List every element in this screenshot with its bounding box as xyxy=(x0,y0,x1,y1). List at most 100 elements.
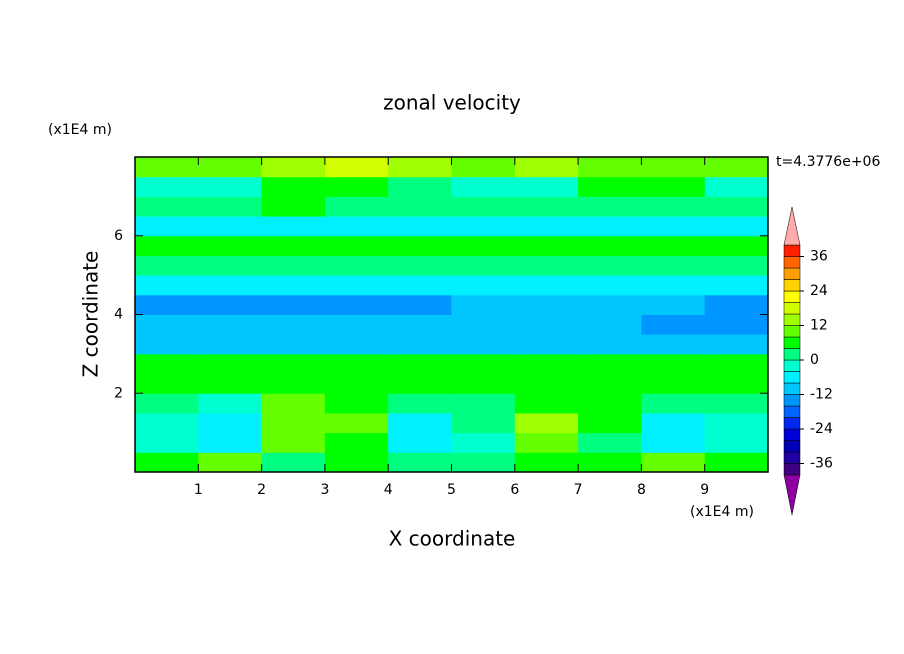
x-tick-label: 2 xyxy=(257,482,266,498)
contour-cell xyxy=(514,393,579,414)
colorbar-under xyxy=(783,474,801,516)
y-unit-label: (x1E4 m) xyxy=(48,122,112,138)
contour-cell xyxy=(704,432,769,453)
colorbar-tick-label: 24 xyxy=(810,283,828,299)
contour-cell xyxy=(514,196,579,217)
colorbar-band xyxy=(783,451,801,464)
contour-cell xyxy=(578,334,642,355)
contour-cell xyxy=(451,235,516,256)
contour-cell xyxy=(514,294,579,315)
x-tick-label: 5 xyxy=(447,482,456,498)
contour-cell xyxy=(388,412,452,434)
contour-cell xyxy=(514,373,579,394)
colorbar-tick-label: -24 xyxy=(810,421,833,437)
colorbar-band xyxy=(783,279,801,292)
contour-cell xyxy=(578,157,642,178)
contour-cell xyxy=(198,235,263,256)
contour-cell xyxy=(451,216,516,237)
contour-cell xyxy=(324,432,389,453)
contour-cell xyxy=(198,452,263,473)
colorbar-band xyxy=(783,463,801,476)
contour-cell xyxy=(704,393,769,414)
contour-cell xyxy=(135,393,199,414)
contour-cell xyxy=(388,353,452,375)
contour-cell xyxy=(198,334,263,355)
contour-cell xyxy=(261,353,326,375)
contour-cell xyxy=(578,275,642,296)
contour-cell xyxy=(641,176,706,197)
contour-cell xyxy=(135,275,199,296)
contour-cell xyxy=(135,255,199,276)
contour-cell xyxy=(135,216,199,237)
contour-cell xyxy=(388,275,452,296)
contour-cell xyxy=(514,157,579,178)
contour-cell xyxy=(704,216,769,237)
contour-cell xyxy=(261,314,326,335)
contour-cell xyxy=(578,314,642,335)
contour-cell xyxy=(388,314,452,335)
contour-cell xyxy=(514,235,579,256)
colorbar-band xyxy=(783,428,801,441)
contour-cell xyxy=(641,393,706,414)
contour-cell xyxy=(451,275,516,296)
contour-cell xyxy=(704,452,769,473)
contour-cell xyxy=(451,294,516,315)
contour-cell xyxy=(704,196,769,217)
contour-cell xyxy=(578,255,642,276)
contour-cell xyxy=(324,353,389,375)
contour-cell xyxy=(641,314,706,335)
colorbar-band xyxy=(783,394,801,407)
contour-cell xyxy=(198,373,263,394)
contour-cell xyxy=(135,353,199,375)
colorbar-tick-label: -12 xyxy=(810,387,833,403)
contour-cell xyxy=(704,275,769,296)
contour-cell xyxy=(324,334,389,355)
contour-cell xyxy=(261,157,326,178)
colorbar-band xyxy=(783,313,801,326)
contour-cell xyxy=(451,373,516,394)
x-tick-label: 8 xyxy=(637,482,646,498)
contour-cell xyxy=(578,235,642,256)
contour-cell xyxy=(324,314,389,335)
colorbar-band xyxy=(783,359,801,372)
chart-title: zonal velocity xyxy=(383,91,521,115)
contour-cell xyxy=(451,176,516,197)
contour-cell xyxy=(514,412,579,434)
contour-cell xyxy=(261,432,326,453)
contour-cell xyxy=(261,255,326,276)
contour-cell xyxy=(198,393,263,414)
contour-cell xyxy=(641,334,706,355)
contour-cell xyxy=(388,196,452,217)
colorbar-band xyxy=(783,256,801,269)
contour-cell xyxy=(704,157,769,178)
contour-cell xyxy=(578,216,642,237)
contour-cell xyxy=(514,176,579,197)
contour-cell xyxy=(261,235,326,256)
contour-cell xyxy=(198,157,263,178)
contour-cell xyxy=(451,314,516,335)
contour-cell xyxy=(261,334,326,355)
contour-cell xyxy=(704,373,769,394)
contour-cell xyxy=(198,275,263,296)
colorbar-band xyxy=(783,267,801,280)
colorbar-over xyxy=(783,206,801,246)
y-tick-label: 6 xyxy=(114,228,123,244)
colorbar-band xyxy=(783,244,801,257)
colorbar-band xyxy=(783,325,801,338)
contour-cell xyxy=(388,157,452,178)
contour-cell xyxy=(641,432,706,453)
contour-cell xyxy=(261,294,326,315)
x-tick-label: 6 xyxy=(510,482,519,498)
contour-cell xyxy=(324,373,389,394)
contour-cell xyxy=(578,393,642,414)
colorbar-band xyxy=(783,348,801,361)
contour-cell xyxy=(451,432,516,453)
contour-cell xyxy=(704,255,769,276)
contour-cell xyxy=(324,294,389,315)
contour-cell xyxy=(198,314,263,335)
contour-cell xyxy=(198,255,263,276)
time-label: t=4.3776e+06 xyxy=(776,154,880,170)
colorbar-band xyxy=(783,336,801,349)
contour-cell xyxy=(261,216,326,237)
